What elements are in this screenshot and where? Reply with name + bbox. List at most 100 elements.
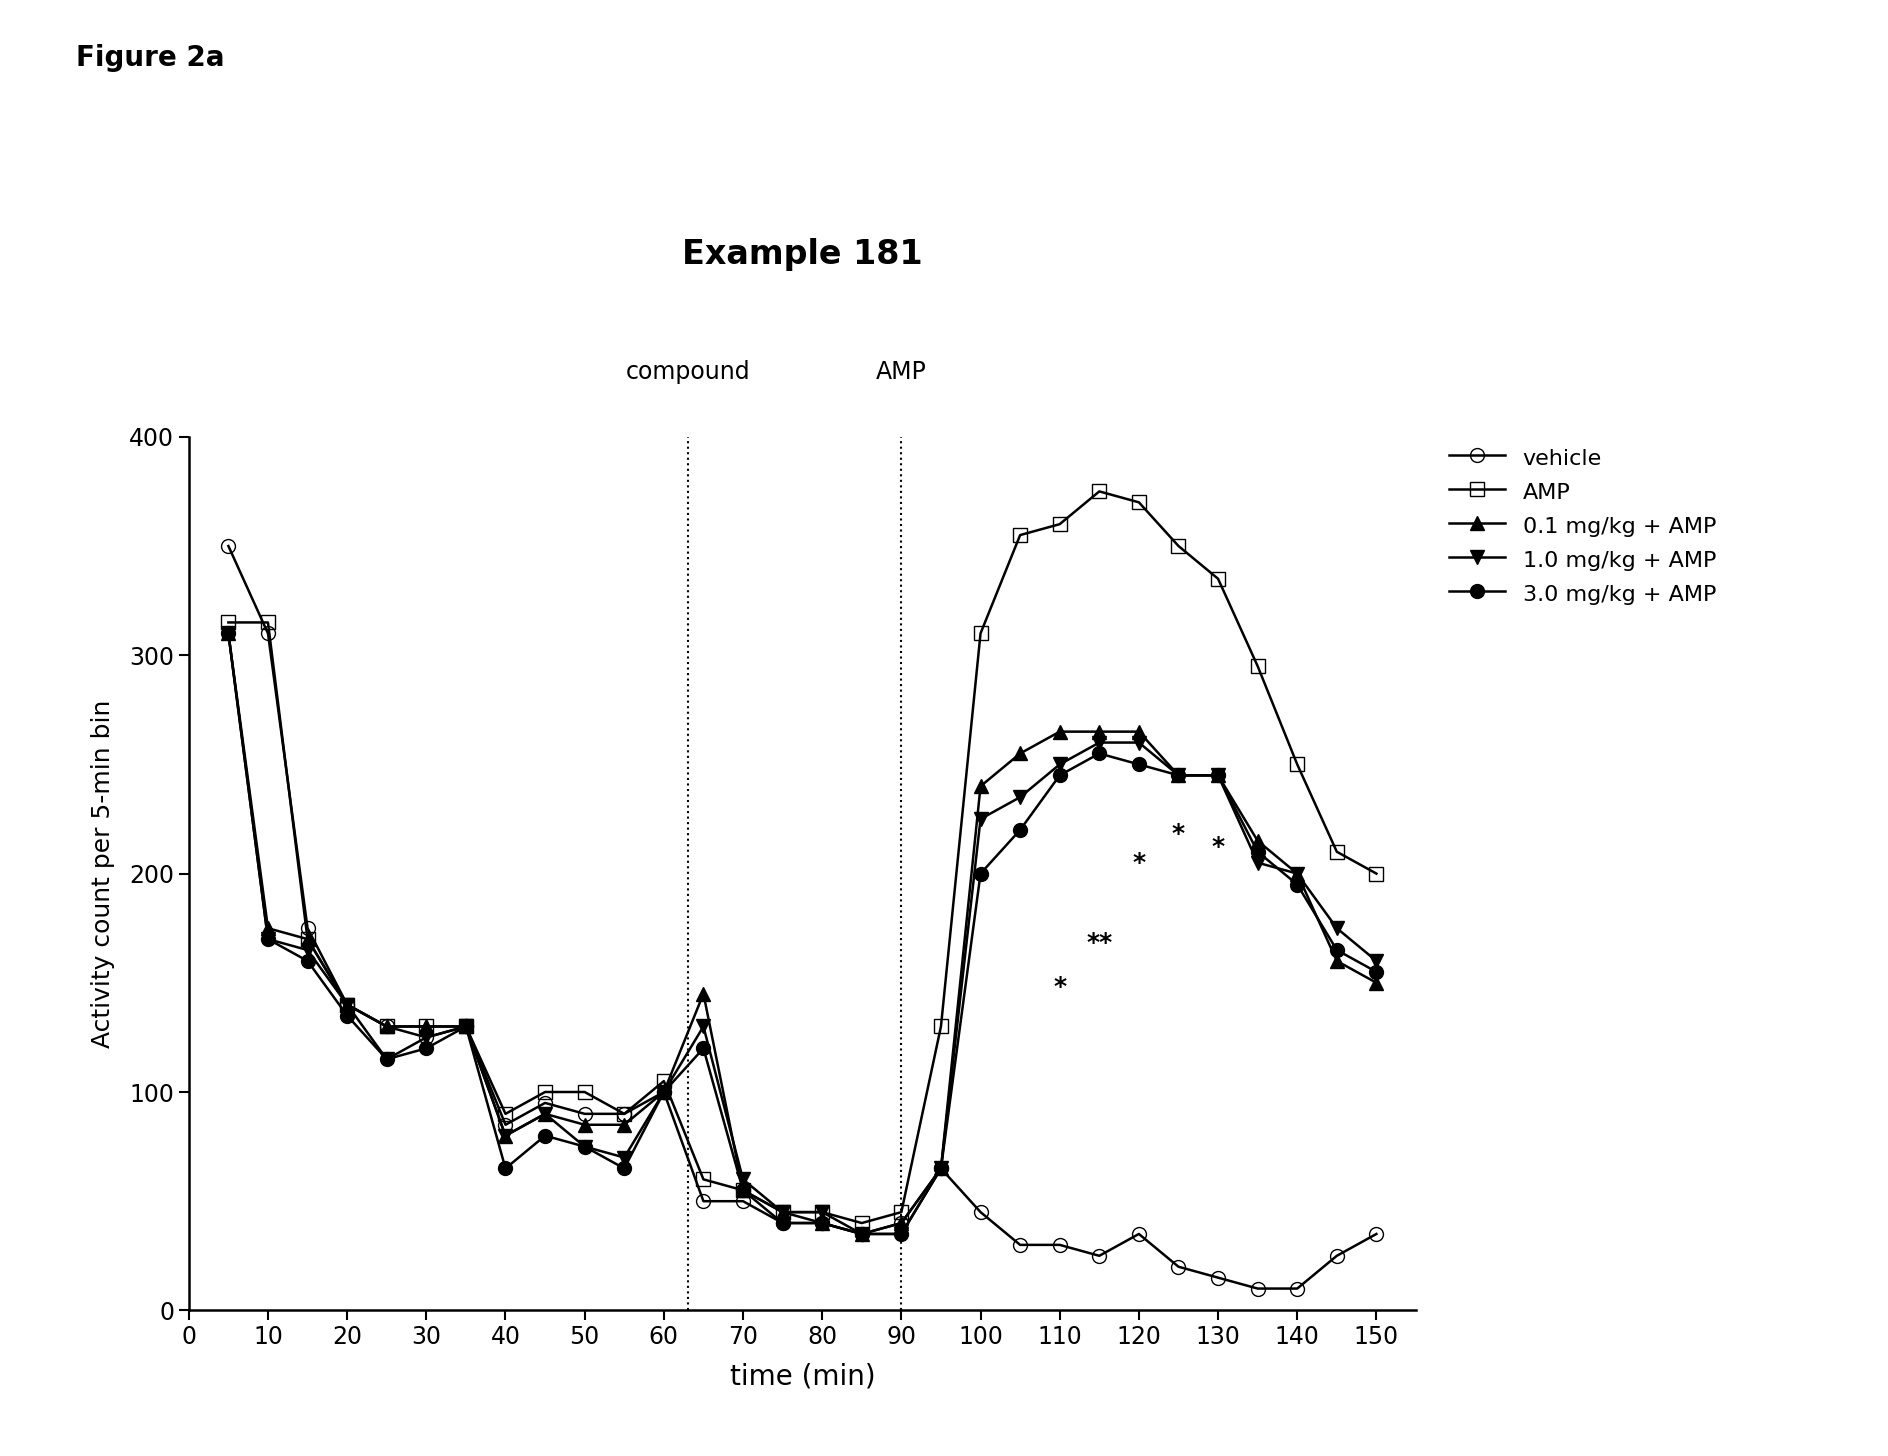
AMP <box>376 1018 398 1035</box>
3.0 mg/kg + AMP <box>1048 766 1070 783</box>
vehicle <box>693 1192 716 1210</box>
AMP <box>257 614 279 632</box>
vehicle <box>1365 1226 1388 1243</box>
Text: compound: compound <box>625 361 750 384</box>
AMP <box>850 1214 872 1232</box>
vehicle <box>534 1095 557 1112</box>
3.0 mg/kg + AMP <box>1087 744 1110 763</box>
1.0 mg/kg + AMP <box>1048 756 1070 773</box>
Line: 3.0 mg/kg + AMP: 3.0 mg/kg + AMP <box>221 626 1384 1241</box>
1.0 mg/kg + AMP <box>1325 920 1348 938</box>
0.1 mg/kg + AMP <box>1365 974 1388 992</box>
3.0 mg/kg + AMP <box>733 1182 755 1200</box>
AMP <box>1048 515 1070 533</box>
0.1 mg/kg + AMP <box>574 1115 597 1133</box>
vehicle <box>969 1203 991 1220</box>
vehicle <box>257 625 279 642</box>
1.0 mg/kg + AMP <box>415 1028 438 1045</box>
3.0 mg/kg + AMP <box>1127 756 1150 773</box>
1.0 mg/kg + AMP <box>1167 766 1189 783</box>
AMP <box>1286 756 1308 773</box>
0.1 mg/kg + AMP <box>1246 833 1269 850</box>
3.0 mg/kg + AMP <box>653 1083 676 1101</box>
3.0 mg/kg + AMP <box>614 1159 636 1176</box>
0.1 mg/kg + AMP <box>653 1083 676 1101</box>
1.0 mg/kg + AMP <box>614 1149 636 1166</box>
3.0 mg/kg + AMP <box>574 1139 597 1156</box>
Y-axis label: Activity count per 5-min bin: Activity count per 5-min bin <box>91 699 115 1048</box>
0.1 mg/kg + AMP <box>889 1214 912 1232</box>
Text: Figure 2a: Figure 2a <box>76 44 225 71</box>
0.1 mg/kg + AMP <box>1206 766 1229 783</box>
0.1 mg/kg + AMP <box>336 996 359 1013</box>
AMP <box>969 625 991 642</box>
0.1 mg/kg + AMP <box>850 1226 872 1243</box>
1.0 mg/kg + AMP <box>1286 865 1308 882</box>
3.0 mg/kg + AMP <box>969 865 991 882</box>
AMP <box>1008 526 1031 543</box>
AMP <box>296 930 319 948</box>
vehicle <box>772 1214 795 1232</box>
AMP <box>455 1018 478 1035</box>
AMP <box>653 1072 676 1089</box>
3.0 mg/kg + AMP <box>495 1159 517 1176</box>
3.0 mg/kg + AMP <box>693 1040 716 1057</box>
1.0 mg/kg + AMP <box>1008 789 1031 807</box>
0.1 mg/kg + AMP <box>1008 744 1031 763</box>
vehicle <box>850 1226 872 1243</box>
1.0 mg/kg + AMP <box>772 1203 795 1220</box>
Text: *: * <box>1054 976 1067 999</box>
0.1 mg/kg + AMP <box>217 625 240 642</box>
vehicle <box>1048 1236 1070 1254</box>
1.0 mg/kg + AMP <box>969 810 991 827</box>
1.0 mg/kg + AMP <box>257 930 279 948</box>
1.0 mg/kg + AMP <box>693 1018 716 1035</box>
AMP <box>574 1083 597 1101</box>
vehicle <box>495 1115 517 1133</box>
0.1 mg/kg + AMP <box>614 1115 636 1133</box>
1.0 mg/kg + AMP <box>1087 734 1110 751</box>
Line: vehicle: vehicle <box>221 539 1384 1296</box>
3.0 mg/kg + AMP <box>376 1051 398 1069</box>
AMP <box>733 1182 755 1200</box>
1.0 mg/kg + AMP <box>336 996 359 1013</box>
AMP <box>534 1083 557 1101</box>
3.0 mg/kg + AMP <box>1325 942 1348 960</box>
1.0 mg/kg + AMP <box>1365 952 1388 970</box>
1.0 mg/kg + AMP <box>534 1105 557 1123</box>
vehicle <box>1325 1246 1348 1264</box>
1.0 mg/kg + AMP <box>1206 766 1229 783</box>
vehicle <box>336 996 359 1013</box>
3.0 mg/kg + AMP <box>217 625 240 642</box>
AMP <box>1167 537 1189 555</box>
Legend: vehicle, AMP, 0.1 mg/kg + AMP, 1.0 mg/kg + AMP, 3.0 mg/kg + AMP: vehicle, AMP, 0.1 mg/kg + AMP, 1.0 mg/kg… <box>1441 437 1726 613</box>
1.0 mg/kg + AMP <box>574 1139 597 1156</box>
AMP <box>772 1203 795 1220</box>
AMP <box>415 1018 438 1035</box>
Line: 0.1 mg/kg + AMP: 0.1 mg/kg + AMP <box>221 626 1384 1241</box>
1.0 mg/kg + AMP <box>653 1083 676 1101</box>
0.1 mg/kg + AMP <box>772 1203 795 1220</box>
vehicle <box>1246 1280 1269 1297</box>
3.0 mg/kg + AMP <box>1286 877 1308 894</box>
AMP <box>693 1171 716 1188</box>
vehicle <box>929 1159 952 1176</box>
AMP <box>1206 571 1229 588</box>
3.0 mg/kg + AMP <box>1008 821 1031 839</box>
AMP <box>1087 483 1110 501</box>
vehicle <box>455 1018 478 1035</box>
AMP <box>614 1105 636 1123</box>
AMP <box>336 996 359 1013</box>
AMP <box>1325 843 1348 860</box>
AMP <box>1246 657 1269 674</box>
1.0 mg/kg + AMP <box>1246 853 1269 871</box>
1.0 mg/kg + AMP <box>810 1203 833 1220</box>
3.0 mg/kg + AMP <box>810 1214 833 1232</box>
1.0 mg/kg + AMP <box>929 1159 952 1176</box>
1.0 mg/kg + AMP <box>217 625 240 642</box>
0.1 mg/kg + AMP <box>1286 865 1308 882</box>
vehicle <box>1206 1268 1229 1287</box>
0.1 mg/kg + AMP <box>929 1159 952 1176</box>
0.1 mg/kg + AMP <box>296 930 319 948</box>
0.1 mg/kg + AMP <box>810 1214 833 1232</box>
